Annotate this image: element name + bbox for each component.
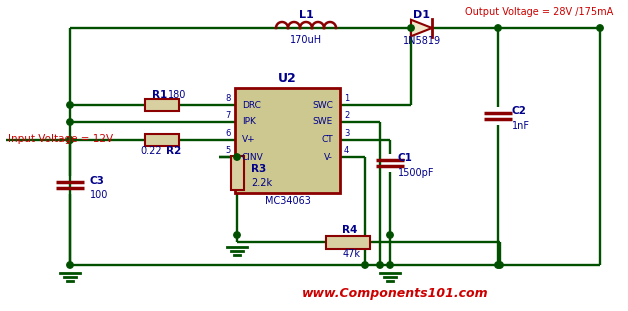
Circle shape — [362, 262, 368, 268]
Circle shape — [495, 25, 501, 31]
Text: 2.2k: 2.2k — [251, 178, 272, 188]
Text: R3: R3 — [251, 164, 266, 174]
Bar — [235, 88, 340, 193]
Text: 1N5819: 1N5819 — [403, 36, 441, 46]
Text: DRC: DRC — [242, 100, 261, 109]
Circle shape — [387, 232, 393, 238]
Text: R1: R1 — [152, 90, 167, 100]
Text: 1500pF: 1500pF — [398, 168, 435, 178]
Text: CINV: CINV — [242, 152, 264, 161]
Circle shape — [67, 119, 73, 125]
Text: Output Voltage = 28V /175mA: Output Voltage = 28V /175mA — [465, 7, 614, 17]
Text: SWC: SWC — [312, 100, 333, 109]
Text: IPK: IPK — [242, 118, 256, 127]
Text: 0.22: 0.22 — [140, 146, 161, 156]
Text: D1: D1 — [413, 10, 431, 20]
Text: Input Voltage = 12V: Input Voltage = 12V — [8, 134, 113, 144]
Text: 7: 7 — [225, 111, 231, 120]
Circle shape — [234, 232, 240, 238]
Text: V+: V+ — [242, 136, 256, 145]
Text: R4: R4 — [342, 225, 357, 235]
Circle shape — [234, 154, 240, 160]
Text: C3: C3 — [90, 176, 105, 186]
Text: www.Components101.com: www.Components101.com — [301, 286, 489, 299]
Text: 3: 3 — [344, 129, 349, 138]
Circle shape — [408, 25, 414, 31]
Text: 100: 100 — [90, 190, 109, 200]
Circle shape — [597, 25, 604, 31]
Text: 8: 8 — [225, 94, 231, 103]
Text: 4: 4 — [344, 146, 349, 155]
Text: 5: 5 — [225, 146, 231, 155]
Circle shape — [67, 137, 73, 143]
Circle shape — [67, 262, 73, 268]
Text: 6: 6 — [225, 129, 231, 138]
Text: C2: C2 — [512, 106, 527, 116]
Text: CT: CT — [322, 136, 333, 145]
Circle shape — [377, 262, 383, 268]
Text: SWE: SWE — [313, 118, 333, 127]
Text: V-: V- — [324, 152, 333, 161]
Bar — [145, 99, 179, 111]
Text: R2: R2 — [166, 146, 181, 156]
Circle shape — [497, 262, 503, 268]
Text: 180: 180 — [168, 90, 187, 100]
Text: MC34063: MC34063 — [264, 196, 310, 206]
Text: U2: U2 — [278, 72, 297, 85]
Text: L1: L1 — [299, 10, 313, 20]
Bar — [230, 156, 244, 190]
Circle shape — [67, 137, 73, 143]
Text: 47k: 47k — [343, 249, 361, 259]
Circle shape — [387, 262, 393, 268]
Bar — [145, 134, 179, 146]
Text: C1: C1 — [398, 153, 413, 163]
Bar — [326, 235, 370, 248]
Circle shape — [67, 102, 73, 108]
Circle shape — [495, 262, 501, 268]
Polygon shape — [411, 20, 432, 36]
Text: 170uH: 170uH — [290, 35, 322, 45]
Text: 1nF: 1nF — [512, 121, 530, 131]
Text: 1: 1 — [344, 94, 349, 103]
Text: 2: 2 — [344, 111, 349, 120]
